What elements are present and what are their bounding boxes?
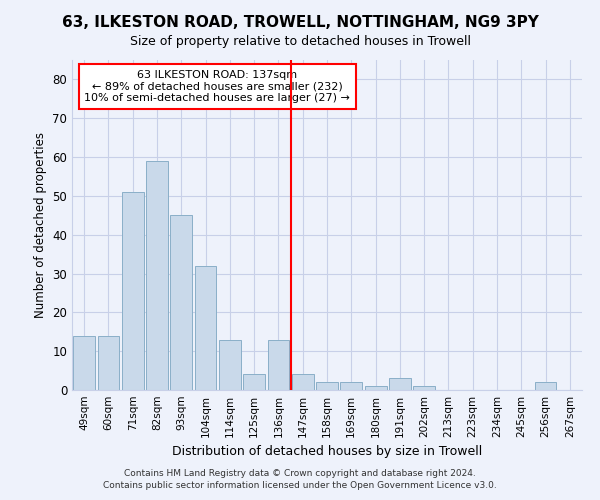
X-axis label: Distribution of detached houses by size in Trowell: Distribution of detached houses by size …	[172, 446, 482, 458]
Bar	[316, 382, 338, 390]
Y-axis label: Number of detached properties: Number of detached properties	[34, 132, 47, 318]
Bar	[73, 336, 95, 390]
Bar	[170, 216, 192, 390]
Text: 63 ILKESTON ROAD: 137sqm
← 89% of detached houses are smaller (232)
10% of semi-: 63 ILKESTON ROAD: 137sqm ← 89% of detach…	[85, 70, 350, 103]
Bar	[219, 340, 241, 390]
Bar	[413, 386, 435, 390]
Bar	[389, 378, 411, 390]
Bar	[194, 266, 217, 390]
Bar	[268, 340, 289, 390]
Bar	[243, 374, 265, 390]
Bar	[340, 382, 362, 390]
Text: Contains HM Land Registry data © Crown copyright and database right 2024.
Contai: Contains HM Land Registry data © Crown c…	[103, 468, 497, 490]
Bar	[535, 382, 556, 390]
Text: 63, ILKESTON ROAD, TROWELL, NOTTINGHAM, NG9 3PY: 63, ILKESTON ROAD, TROWELL, NOTTINGHAM, …	[62, 15, 538, 30]
Bar	[292, 374, 314, 390]
Bar	[97, 336, 119, 390]
Bar	[146, 161, 168, 390]
Text: Size of property relative to detached houses in Trowell: Size of property relative to detached ho…	[130, 35, 470, 48]
Bar	[122, 192, 143, 390]
Bar	[365, 386, 386, 390]
